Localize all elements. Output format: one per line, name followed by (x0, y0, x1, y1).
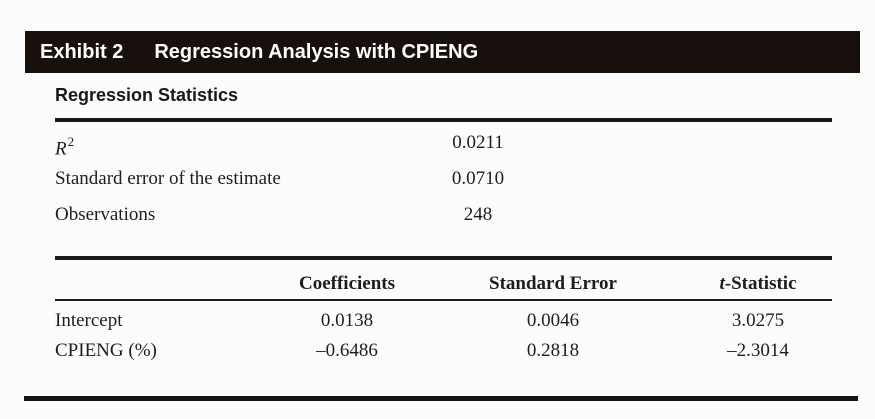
stat-value-observations: 248 (463, 204, 493, 225)
regression-statistics-heading: Regression Statistics (55, 85, 239, 105)
standard-error-column-header: Standard Error (489, 273, 617, 294)
coefficients-column-header: Coefficients (298, 273, 396, 294)
stat-row-r-squared: R2 0.0211 (0, 131, 875, 159)
cpieng-standard-error-value: 0.2818 (526, 340, 580, 361)
cpieng-t-statistic-value: –2.3014 (727, 340, 789, 361)
stat-label-r-squared: R2 (55, 131, 75, 161)
stat-value-r-squared: 0.0211 (452, 132, 504, 153)
divider-coef-header (55, 299, 832, 301)
coef-row-intercept: Intercept 0.0138 0.0046 3.0275 (0, 309, 875, 333)
exhibit-label: Exhibit 2 (40, 40, 124, 63)
t-statistic-column-header: t-Statistic (653, 272, 863, 296)
r-symbol: R (55, 138, 67, 160)
stat-value-standard-error: 0.0710 (451, 168, 505, 189)
r-squared-exponent: 2 (67, 134, 75, 149)
row-label-intercept: Intercept (55, 310, 123, 331)
divider-coef-top (55, 256, 832, 260)
stat-label-observations: Observations (55, 204, 156, 225)
exhibit-header-bar: Exhibit 2 Regression Analysis with CPIEN… (25, 31, 860, 73)
stat-row-observations: Observations 248 (0, 203, 875, 227)
t-symbol: t (719, 273, 725, 294)
divider-exhibit-bottom (24, 396, 858, 401)
cpieng-coefficient-value: –0.6486 (316, 340, 378, 361)
coef-table-header-row: Coefficients Standard Error t-Statistic (0, 272, 875, 296)
divider-stats-top (55, 118, 832, 122)
t-statistic-suffix: -Statistic (724, 273, 797, 294)
stat-row-standard-error: Standard error of the estimate 0.0710 (0, 167, 875, 191)
stat-label-standard-error: Standard error of the estimate (55, 168, 281, 189)
intercept-standard-error-value: 0.0046 (526, 310, 580, 331)
coef-row-cpieng: CPIENG (%) –0.6486 0.2818 –2.3014 (0, 339, 875, 363)
exhibit-title: Regression Analysis with CPIENG (154, 40, 479, 63)
row-label-cpieng: CPIENG (%) (55, 340, 157, 361)
intercept-coefficient-value: 0.0138 (320, 310, 374, 331)
intercept-t-statistic-value: 3.0275 (731, 310, 785, 331)
